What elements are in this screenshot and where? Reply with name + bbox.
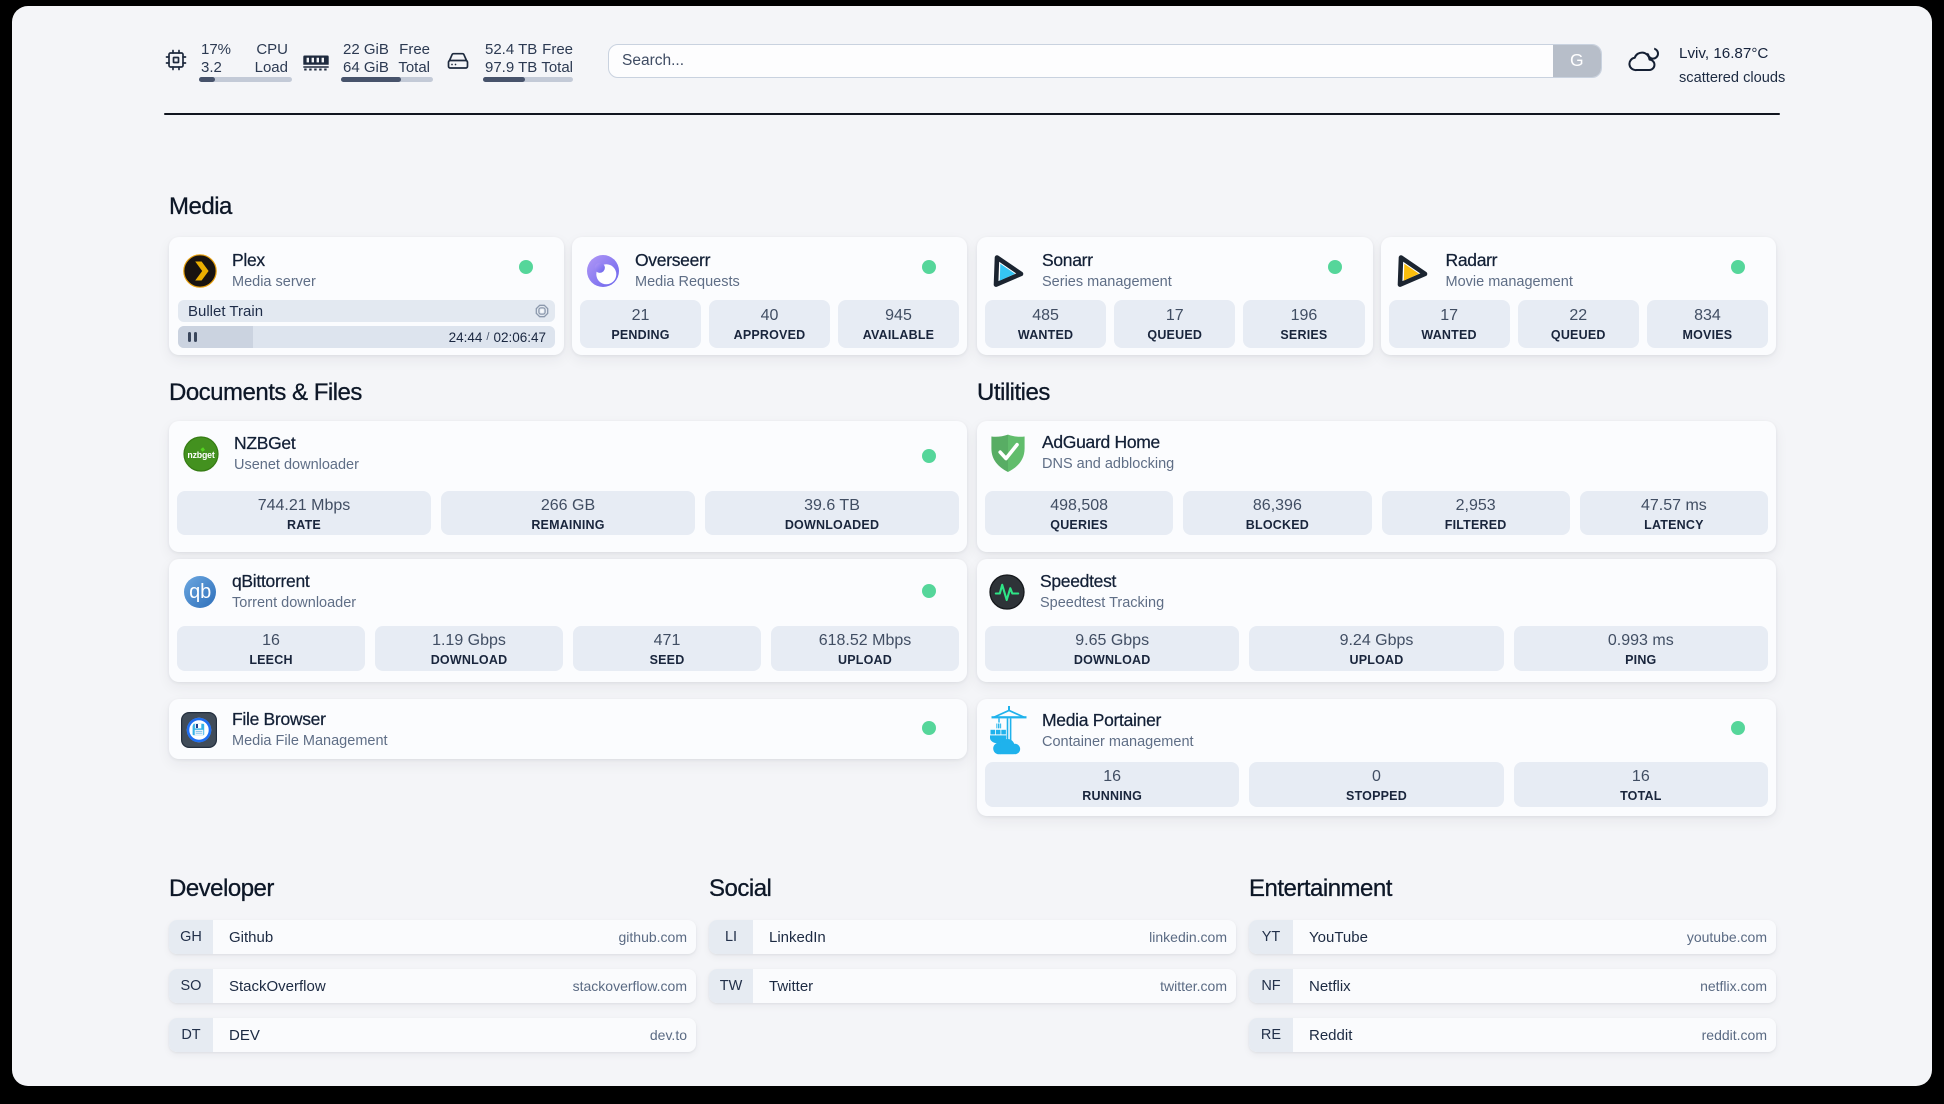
svg-text:qb: qb	[189, 581, 211, 603]
svg-text:nzbget: nzbget	[187, 450, 214, 460]
